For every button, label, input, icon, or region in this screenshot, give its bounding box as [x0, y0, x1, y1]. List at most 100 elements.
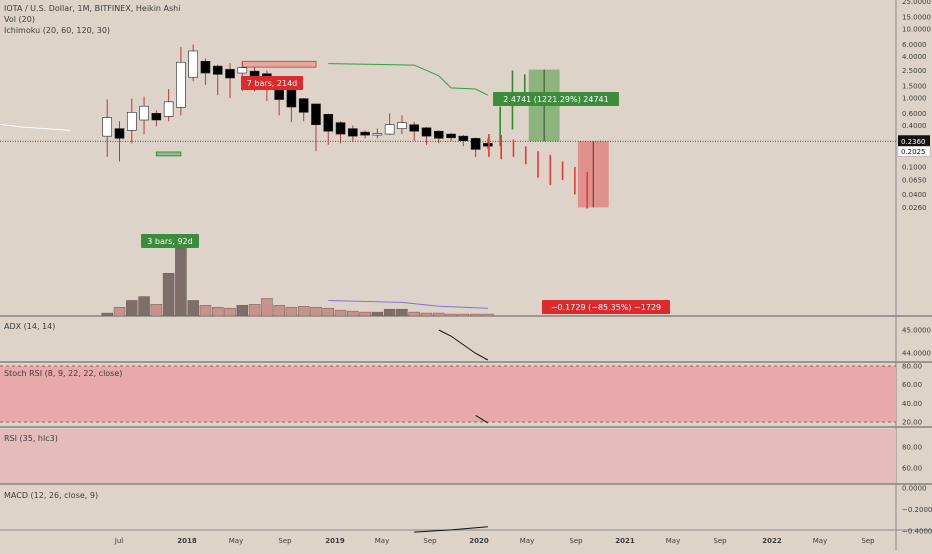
- candle-body: [335, 122, 346, 135]
- macd-legend: MACD (12, 26, close, 9): [4, 491, 99, 500]
- stoch-tick-label: 60.00: [902, 381, 922, 389]
- candle-body: [163, 101, 174, 117]
- volume-bar: [433, 312, 445, 317]
- badge-up-measure-text: 2.4741 (1221.29%) 24741: [503, 95, 608, 104]
- volume-bar: [347, 310, 359, 317]
- candle-body: [397, 122, 407, 129]
- volume-bar: [273, 305, 285, 317]
- price-tick-label: 6.0000: [902, 41, 927, 49]
- price-tick-label: 0.1000: [902, 164, 927, 172]
- price-tick-label: 0.0400: [902, 191, 927, 199]
- candle-body: [200, 61, 211, 74]
- candle-body: [458, 135, 469, 142]
- time-tick-label: May: [520, 537, 534, 545]
- rsi-band-fill: [0, 429, 896, 483]
- candle-body: [360, 131, 370, 136]
- adx-tick-label: 44.0000: [902, 350, 931, 358]
- price-tick-label: 1.0000: [902, 95, 927, 103]
- vol-legend: Vol (20): [4, 15, 35, 24]
- badge-3-bars-bg: [141, 234, 199, 248]
- candle-body: [446, 133, 456, 139]
- time-tick-label: 2022: [762, 537, 782, 545]
- range-box-3-bars: [155, 151, 182, 157]
- candle-body: [286, 89, 297, 108]
- volume-bar: [101, 312, 113, 317]
- volume-bar: [261, 298, 273, 317]
- time-tick-label: Sep: [713, 537, 727, 545]
- badge-up-measure-bg: [493, 92, 619, 106]
- volume-bar: [199, 305, 212, 317]
- volume-bar: [408, 311, 420, 317]
- price-tick-label: 2.5000: [902, 67, 927, 75]
- main-legend: IOTA / U.S. Dollar, 1M, BITFINEX, Heikin…: [4, 3, 180, 36]
- candle-body: [298, 98, 309, 113]
- second-price-label: 0.2025: [901, 148, 926, 156]
- time-tick-label: Sep: [423, 537, 437, 545]
- time-tick-label: May: [375, 537, 389, 545]
- volume-bar: [420, 312, 433, 317]
- price-tick-label: 4.0000: [902, 53, 927, 61]
- volume-bar: [310, 307, 322, 317]
- badge-7-bars-text: 7 bars, 214d: [247, 79, 298, 88]
- rsi-tick-label: 80.00: [902, 444, 922, 452]
- candle-body: [409, 124, 420, 132]
- time-tick-label: 2020: [469, 537, 489, 545]
- current-price-label: 0.2360: [901, 138, 926, 146]
- price-tick-label: 0.4000: [902, 122, 927, 130]
- adx-legend: ADX (14, 14): [4, 322, 56, 331]
- volume-bar: [285, 307, 298, 317]
- time-tick-label: 2021: [615, 537, 635, 545]
- volume-bar: [322, 307, 335, 317]
- stoch-tick-label: 20.00: [902, 419, 922, 427]
- stoch-tick-label: 80.00: [902, 363, 922, 371]
- candle-body: [323, 114, 334, 132]
- badge-up-measure: 2.4741 (1221.29%) 24741: [493, 92, 619, 106]
- volume-bar: [211, 307, 224, 317]
- volume-bar: [396, 308, 408, 317]
- time-tick-label: Sep: [861, 537, 875, 545]
- price-tick-label: 0.6000: [902, 110, 927, 118]
- macd-tick-label: 0.0000: [902, 485, 927, 493]
- candle-body: [470, 138, 481, 150]
- price-tick-label: 15.0000: [902, 13, 931, 21]
- candle-body: [188, 50, 198, 78]
- candle-body: [126, 112, 137, 131]
- candle-body: [225, 69, 235, 79]
- volume-bar: [383, 308, 396, 317]
- current-price-badge: [898, 135, 930, 147]
- volume-bar: [482, 313, 494, 317]
- volume-bar: [371, 311, 384, 317]
- candle-body: [483, 143, 493, 147]
- candle-body: [139, 105, 149, 121]
- adx-line: [438, 329, 489, 361]
- candle-body: [102, 117, 113, 137]
- time-tick-label: Jul: [114, 537, 124, 545]
- volume-bar: [457, 313, 470, 317]
- badge-down-measure-bg: [542, 300, 670, 314]
- volume-bar: [162, 273, 175, 317]
- badge-7-bars: 7 bars, 214d: [241, 76, 303, 90]
- macd-tick-label: −0.2000: [902, 506, 932, 514]
- candle-body: [237, 67, 248, 74]
- candle-body: [311, 103, 321, 126]
- badge-3-bars-text: 3 bars, 92d: [147, 237, 192, 246]
- time-tick-label: Sep: [569, 537, 583, 545]
- stoch-legend: Stoch RSI (8, 9, 22, 22, close): [4, 369, 123, 378]
- ichimoku-legend: Ichimoku (20, 60, 120, 30): [4, 26, 111, 35]
- ichimoku-line: [328, 63, 489, 96]
- volume-ma-line: [328, 299, 488, 309]
- volume-bar: [236, 305, 249, 317]
- stoch-line: [475, 415, 489, 424]
- range-box-7-bars: [241, 60, 317, 68]
- price-tick-label: 0.0650: [902, 176, 927, 184]
- candle-body: [212, 65, 223, 75]
- time-tick-label: May: [666, 537, 680, 545]
- time-tick-label: May: [229, 537, 243, 545]
- candle-body: [433, 130, 444, 139]
- volume-bar: [150, 304, 163, 317]
- price-tick-label: 1.5000: [902, 82, 927, 90]
- candle-body: [176, 61, 186, 108]
- volume-bar: [175, 247, 187, 317]
